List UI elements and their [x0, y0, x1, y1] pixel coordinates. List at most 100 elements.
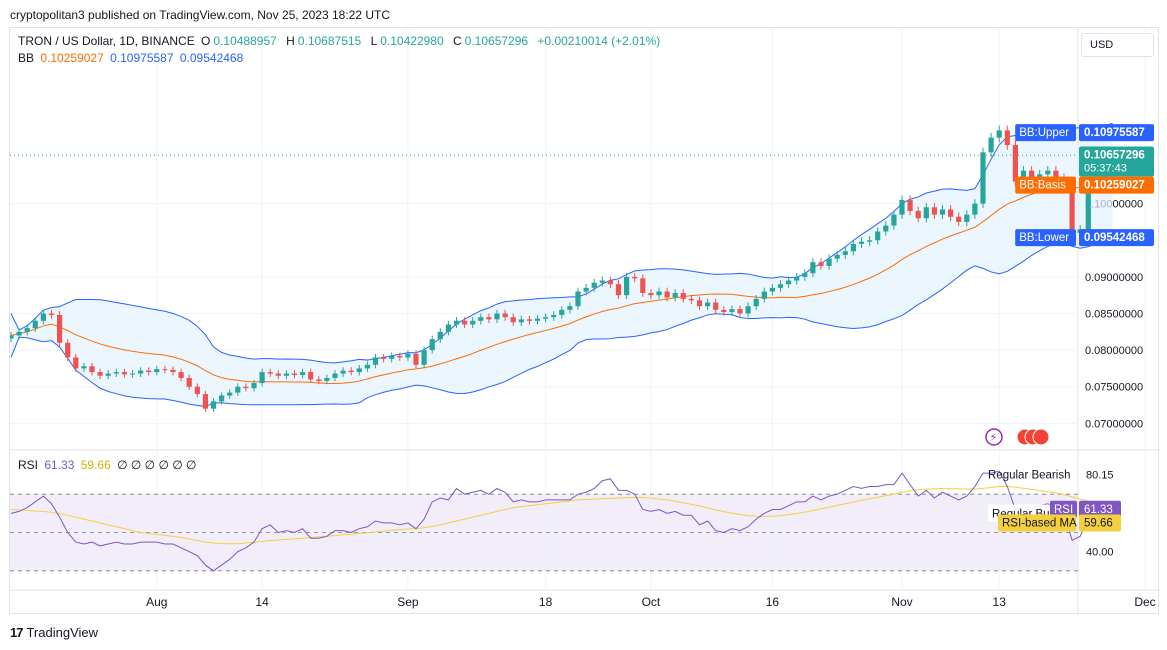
candle-body — [1012, 145, 1018, 182]
rsi-name-tag: RSI — [1054, 504, 1073, 516]
candle-body — [907, 199, 913, 211]
candle-body — [421, 350, 427, 365]
candle-body — [502, 313, 508, 318]
rsi-label[interactable]: RSI — [18, 458, 39, 472]
candle-body — [794, 276, 800, 281]
bb-lower-line — [10, 236, 1113, 408]
candle-body — [413, 353, 419, 365]
candle-body — [154, 369, 160, 373]
candle-body — [842, 251, 848, 255]
bb-basis-line — [10, 179, 1113, 384]
candle-body — [210, 401, 217, 409]
time-tick-label: Aug — [146, 595, 167, 609]
rsi-name-tag-bg — [1050, 500, 1077, 518]
candle-body — [510, 317, 516, 323]
low-label: L — [370, 34, 378, 48]
candle-body — [40, 313, 46, 321]
candle-body — [113, 372, 119, 374]
currency-selector[interactable]: USD — [1081, 33, 1154, 57]
time-tick-label: 13 — [993, 595, 1007, 609]
candle-body — [235, 386, 241, 393]
time-tick-label: 16 — [766, 595, 780, 609]
candle-body — [1069, 188, 1075, 233]
symbol-title[interactable]: TRON / US Dollar, 1D, BINANCE — [18, 34, 195, 48]
candle-body — [48, 313, 55, 315]
candle-body — [89, 366, 95, 373]
candle-body — [300, 372, 306, 376]
candle-body — [1004, 130, 1010, 146]
candle-body — [526, 319, 532, 321]
candle-body — [129, 373, 136, 375]
rsi-ma-value-tag-bg — [1079, 514, 1121, 532]
candle-body — [826, 258, 832, 266]
price-tick-label: 0.09000000 — [1085, 272, 1143, 284]
line-name-tag-bg — [1015, 229, 1076, 247]
candle-body — [170, 369, 176, 373]
price-axis-label-value: 0.10259027 — [1084, 180, 1145, 192]
candle-body — [615, 284, 622, 296]
bb-fill — [11, 123, 1113, 407]
candle-body — [850, 243, 856, 252]
candle-body — [65, 342, 71, 358]
price-axis-label-value: 0.10657296 — [1084, 149, 1145, 161]
candle-body — [81, 366, 87, 369]
rsi-ma-value-tag: 59.66 — [1084, 518, 1113, 530]
candle-body — [964, 214, 970, 222]
rsi-line — [10, 470, 1113, 572]
candle-body — [867, 240, 873, 242]
candle-body — [486, 317, 492, 320]
candle-body — [599, 280, 605, 283]
candle-body — [348, 370, 354, 373]
ohlc-legend: TRON / US Dollar, 1D, BINANCE O 0.1048895… — [18, 34, 663, 48]
open-value: 0.10488957 — [213, 34, 277, 48]
candle-body — [802, 273, 808, 277]
rsi-ma-value: 59.66 — [80, 458, 111, 472]
candle-body — [1045, 170, 1051, 175]
candle-body — [988, 137, 994, 153]
candle-body — [372, 357, 379, 365]
candle-body — [664, 291, 670, 298]
candle-body — [786, 280, 792, 285]
candle-body — [429, 339, 435, 351]
candle-body — [445, 324, 451, 332]
time-tick-label: 18 — [539, 595, 553, 609]
low-value: 0.10422980 — [380, 34, 444, 48]
candle-body — [1053, 170, 1059, 178]
candle-body — [324, 377, 330, 381]
candle-body — [24, 328, 30, 332]
candle-body — [1020, 170, 1027, 182]
candle-body — [453, 320, 460, 325]
price-axis-label-value: 0.10975587 — [1084, 127, 1145, 139]
candle-body — [194, 386, 200, 395]
candle-body — [1085, 188, 1091, 230]
candle-body — [478, 317, 484, 321]
line-name-tag: BB:Basis — [1019, 180, 1066, 192]
line-name-tag: BB:Lower — [1019, 232, 1069, 244]
candle-body — [721, 309, 727, 313]
price-tick-label: 0.07000000 — [1085, 418, 1143, 430]
bb-lower-value: 0.09542468 — [179, 51, 244, 65]
candle-body — [972, 203, 978, 215]
candle-body — [915, 210, 921, 219]
rsi-tick-label: 80.15 — [1086, 470, 1114, 482]
candle-body — [356, 368, 362, 373]
candle-body — [251, 383, 257, 389]
bb-label[interactable]: BB — [18, 51, 35, 65]
rsi-legend: RSI 61.33 59.66 ∅ ∅ ∅ ∅ ∅ ∅ — [18, 458, 200, 472]
price-axis-label-bg — [1079, 176, 1154, 194]
price-axis-label-value: 0.09542468 — [1084, 232, 1145, 244]
candle-body — [1037, 174, 1043, 178]
lightning-glyph-icon: ⚡ — [990, 431, 998, 444]
candle-body — [818, 262, 824, 266]
footer-brand: TradingView — [26, 625, 99, 640]
candle-body — [858, 241, 865, 244]
bb-basis-value: 0.10259027 — [40, 51, 104, 65]
candle-body — [745, 306, 751, 314]
candle-body — [980, 152, 986, 204]
chart-canvas[interactable]: 0.07000000 0.07500000 0.08000000 0.08500000… — [10, 28, 1160, 615]
candle-body — [1029, 170, 1035, 178]
candle-body — [389, 355, 395, 359]
candle-body — [543, 317, 549, 319]
candle-body — [591, 282, 597, 288]
candle-body — [883, 225, 889, 232]
